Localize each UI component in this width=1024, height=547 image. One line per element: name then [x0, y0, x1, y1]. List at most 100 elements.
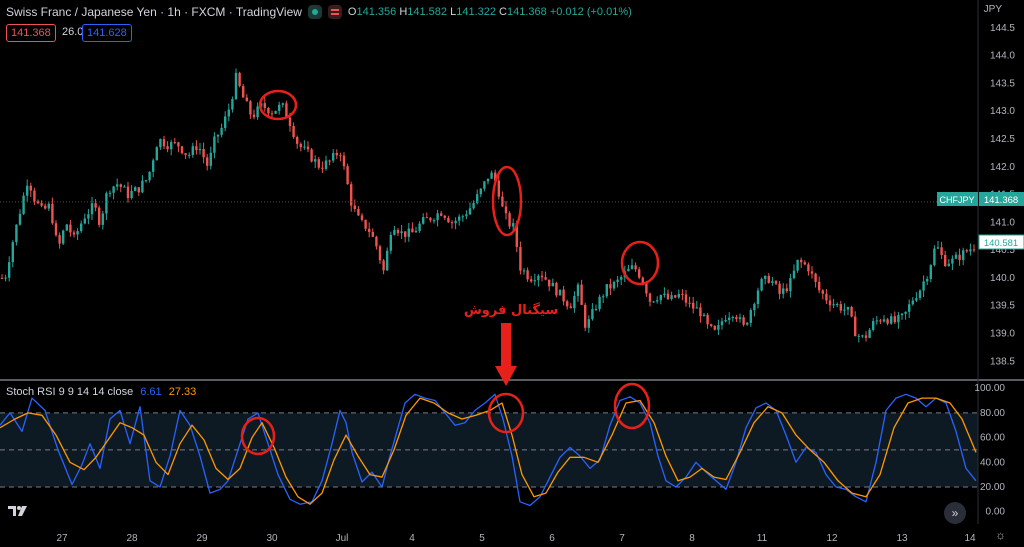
candle-body: [800, 259, 803, 263]
candle-body: [141, 180, 144, 193]
candle-body: [728, 317, 731, 321]
candle-body: [897, 315, 900, 323]
candle-body: [54, 223, 58, 236]
candle-body: [638, 269, 641, 278]
candle-body: [854, 316, 857, 337]
candle-body: [537, 275, 540, 281]
candle-body: [659, 294, 662, 301]
candle-body: [62, 230, 65, 244]
currency-label[interactable]: JPY: [983, 4, 1002, 15]
candle-body: [746, 322, 749, 325]
symbol-title[interactable]: Swiss Franc / Japanese Yen · 1h · FXCM ·…: [6, 5, 302, 19]
candle-body: [584, 304, 587, 328]
stoch-rsi-k-value: 6.61: [140, 386, 162, 398]
candle-body: [548, 279, 551, 287]
candle-body: [404, 231, 407, 237]
candle-body: [224, 116, 227, 128]
time-tick-label: 8: [689, 533, 695, 544]
candle-body: [634, 265, 637, 270]
candle-body: [346, 166, 349, 185]
candle-body: [332, 153, 335, 161]
time-tick-label: 30: [266, 533, 278, 544]
candle-body: [522, 270, 526, 272]
candle-body: [134, 187, 137, 191]
candle-body: [220, 127, 223, 135]
candle-body: [130, 190, 133, 199]
candle-body: [785, 288, 788, 292]
candle-body: [483, 181, 486, 189]
candle-body: [814, 273, 817, 282]
candle-body: [303, 146, 306, 148]
candle-body: [58, 235, 61, 244]
candle-body: [544, 277, 547, 280]
candle-body: [216, 134, 220, 137]
candle-body: [882, 319, 886, 322]
candle-body: [198, 148, 202, 151]
candle-body: [620, 277, 623, 280]
time-tick-label: 27: [56, 533, 68, 544]
candle-body: [605, 284, 608, 297]
candle-body: [861, 335, 864, 337]
candle-body: [454, 220, 457, 224]
tradingview-logo-icon[interactable]: [8, 504, 28, 518]
scroll-to-realtime-button[interactable]: »: [944, 502, 966, 524]
time-tick-label: 12: [826, 533, 838, 544]
candle-body: [47, 203, 50, 209]
candle-body: [717, 325, 720, 330]
candle-body: [576, 284, 580, 296]
candle-body: [843, 309, 846, 311]
candle-body: [18, 213, 22, 225]
candle-body: [177, 142, 180, 147]
candle-body: [191, 146, 194, 155]
market-status-icon[interactable]: [307, 5, 322, 19]
candle-body: [357, 208, 360, 216]
ohlc-values: O141.356 H141.582 L141.322 C141.368 +0.0…: [347, 6, 632, 18]
candle-body: [472, 203, 475, 209]
candle-body: [616, 279, 619, 283]
candle-body: [789, 278, 792, 292]
candle-body: [627, 268, 630, 272]
marker-price-tag-box: [978, 234, 1024, 250]
sell-signal-label: سیگنال فروش: [464, 302, 558, 318]
candle-body: [317, 159, 320, 168]
candle-body: [382, 260, 385, 271]
rsi-tick-label: 60.00: [980, 433, 1005, 444]
candle-body: [440, 213, 443, 216]
candle-body: [321, 167, 324, 169]
price-tick-label: 138.5: [990, 356, 1015, 367]
time-tick-label: 5: [479, 533, 485, 544]
candle-body: [936, 247, 940, 249]
candle-body: [551, 282, 554, 287]
last-price-tag: 141.368: [984, 195, 1018, 206]
candle-body: [296, 137, 299, 144]
candle-body: [288, 117, 292, 127]
candle-body: [702, 314, 706, 317]
price-tick-label: 144.5: [990, 23, 1015, 34]
rsi-pane: [0, 412, 978, 488]
candle-body: [285, 103, 288, 118]
candle-body: [587, 319, 590, 328]
candle-body: [497, 180, 500, 197]
price-tick-label: 142.5: [990, 134, 1015, 145]
buy-price-box[interactable]: 141.628: [82, 24, 132, 42]
rsi-tick-label: 20.00: [980, 482, 1005, 493]
candle-body: [436, 213, 439, 221]
time-tick-label: 13: [896, 533, 908, 544]
candle-body: [101, 213, 104, 225]
stoch-rsi-header[interactable]: Stoch RSI 9 9 14 14 close 6.61 27.33: [6, 386, 196, 398]
candle-body: [558, 289, 562, 296]
candle-body: [771, 281, 774, 283]
alert-icon[interactable]: [327, 5, 342, 19]
settings-gear-icon[interactable]: ☼: [995, 528, 1006, 542]
candle-body: [839, 304, 842, 311]
candle-body: [360, 215, 364, 220]
sell-price-box[interactable]: 141.368: [6, 24, 56, 42]
candle-body: [594, 308, 598, 310]
candle-body: [645, 282, 648, 294]
candle-body: [202, 148, 205, 158]
candle-body: [688, 302, 691, 304]
price-tick-label: 142.0: [990, 162, 1015, 173]
candle-body: [681, 293, 684, 295]
time-tick-label: 7: [619, 533, 625, 544]
